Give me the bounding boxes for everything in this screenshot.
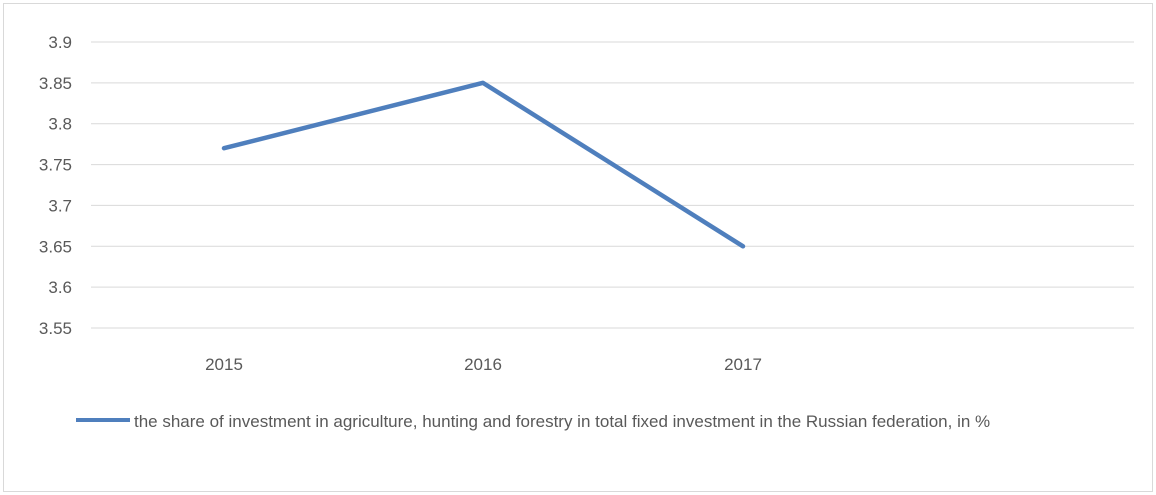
x-axis-ticks: 2015 2016 2017 xyxy=(205,355,762,374)
x-tick-label: 2016 xyxy=(464,355,502,374)
legend-label: the share of investment in agriculture, … xyxy=(134,412,991,431)
legend: the share of investment in agriculture, … xyxy=(76,407,1126,436)
chart-frame xyxy=(3,3,1153,492)
y-tick-label: 3.8 xyxy=(48,115,72,134)
legend-swatch xyxy=(76,418,130,422)
gridlines xyxy=(91,41,1134,329)
x-tick-label: 2017 xyxy=(724,355,762,374)
y-axis-ticks: 3.9 3.85 3.8 3.75 3.7 3.65 3.6 3.55 xyxy=(39,33,72,338)
y-tick-label: 3.9 xyxy=(48,33,72,52)
series-layer xyxy=(221,80,746,249)
y-tick-label: 3.55 xyxy=(39,319,72,338)
y-tick-label: 3.6 xyxy=(48,278,72,297)
line-chart: 3.93.853.83.753.73.653.63.55 2015 2016 201… xyxy=(39,33,1134,374)
x-tick-label: 2015 xyxy=(205,355,243,374)
y-tick-label: 3.85 xyxy=(39,74,72,93)
y-tick-label: 3.7 xyxy=(48,196,72,215)
y-tick-label: 3.75 xyxy=(39,156,72,175)
y-tick-label: 3.65 xyxy=(39,237,72,256)
